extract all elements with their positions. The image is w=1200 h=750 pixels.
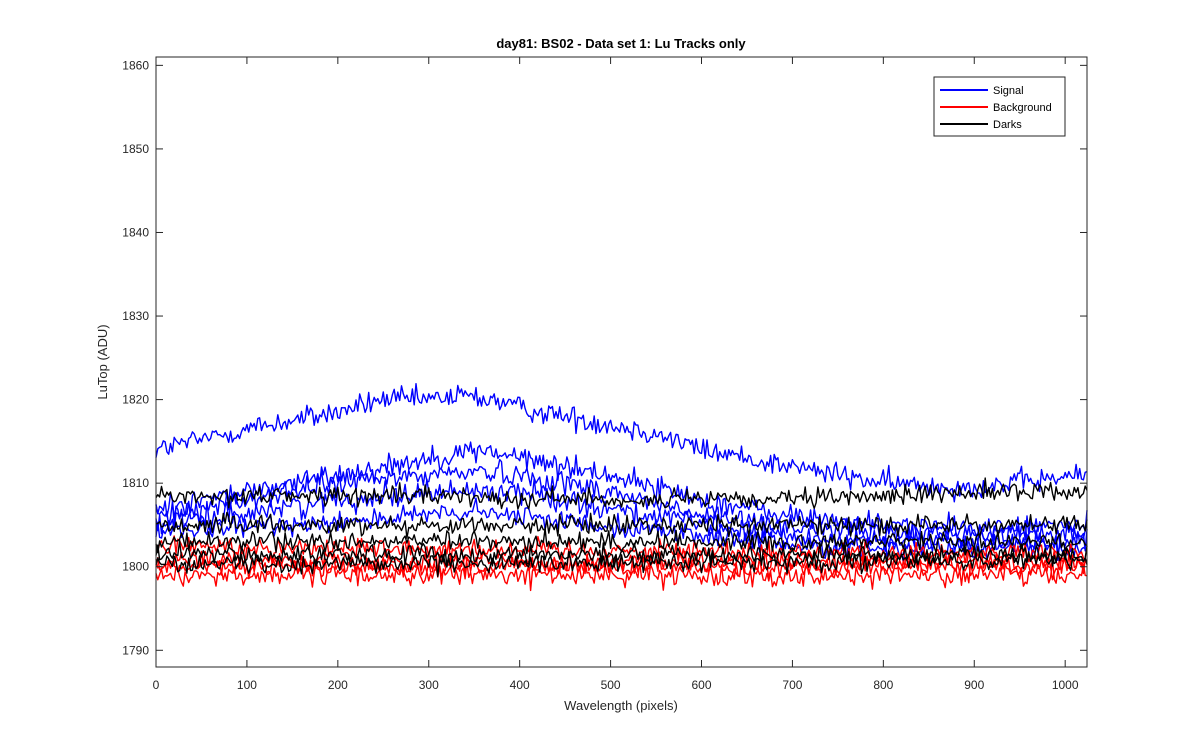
x-tick-label: 900 xyxy=(964,678,984,692)
series-line-signal-2 xyxy=(155,441,1088,543)
y-tick-label: 1850 xyxy=(122,142,149,156)
legend: Signal Background Darks xyxy=(933,76,1066,137)
x-tick-label: 400 xyxy=(510,678,530,692)
x-tick-label: 100 xyxy=(237,678,257,692)
x-tick-label: 200 xyxy=(328,678,348,692)
y-tick-label: 1840 xyxy=(122,225,149,239)
axes-box xyxy=(155,56,1088,668)
chart-title: day81: BS02 - Data set 1: Lu Tracks only xyxy=(496,36,746,51)
series-line-darks-5 xyxy=(155,545,1088,578)
x-tick-label: 700 xyxy=(782,678,802,692)
series-line-signal-3 xyxy=(155,458,1088,548)
legend-label-background: Background xyxy=(993,102,1052,114)
x-axis: 0 100 200 300 400 500 600 700 800 900 1000 xyxy=(153,57,1079,692)
y-tick-label: 1830 xyxy=(122,309,149,323)
x-tick-label: 0 xyxy=(153,678,160,692)
x-tick-label: 1000 xyxy=(1052,678,1079,692)
series-line-signal-1 xyxy=(155,383,1088,503)
series-layer xyxy=(155,383,1088,592)
series-line-darks-1 xyxy=(155,477,1088,510)
legend-label-darks: Darks xyxy=(993,119,1022,131)
x-tick-label: 600 xyxy=(691,678,711,692)
series-line-background-1 xyxy=(155,559,1088,592)
x-tick-label: 300 xyxy=(419,678,439,692)
y-tick-label: 1810 xyxy=(122,476,149,490)
x-tick-label: 800 xyxy=(873,678,893,692)
legend-label-signal: Signal xyxy=(993,85,1024,97)
x-axis-label: Wavelength (pixels) xyxy=(564,698,678,713)
y-axis-label: LuTop (ADU) xyxy=(95,324,110,399)
y-tick-label: 1860 xyxy=(122,58,149,72)
y-tick-label: 1790 xyxy=(122,643,149,657)
x-tick-label: 500 xyxy=(601,678,621,692)
series-line-signal-4 xyxy=(155,478,1088,558)
series-line-darks-2 xyxy=(155,511,1088,539)
y-tick-label: 1800 xyxy=(122,560,149,574)
y-tick-label: 1820 xyxy=(122,393,149,407)
series-line-darks-4 xyxy=(155,539,1088,568)
y-axis: 1790 1800 1810 1820 1830 1840 1850 1860 xyxy=(122,58,1087,657)
